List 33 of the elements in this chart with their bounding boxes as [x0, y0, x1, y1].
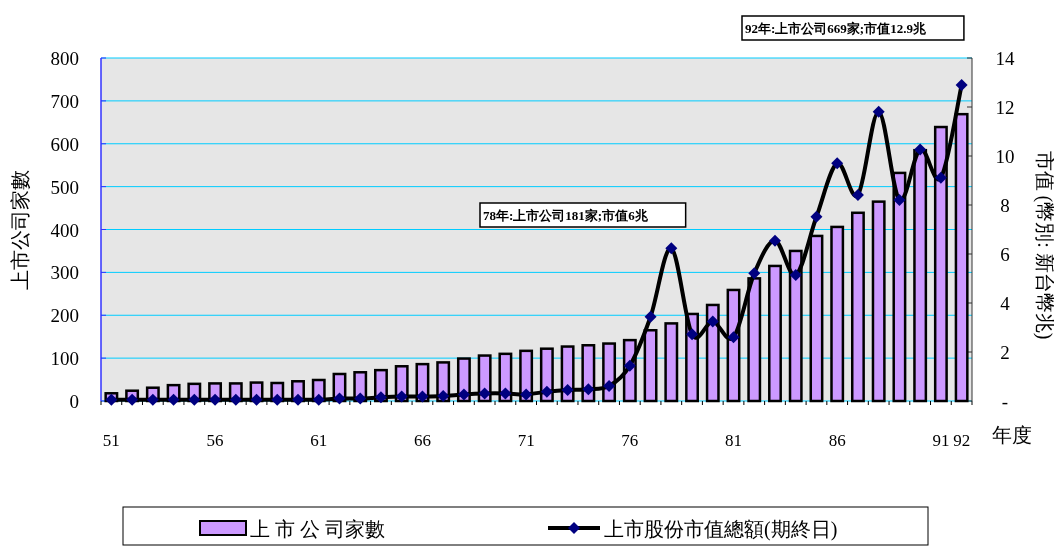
- y2-tick-label: 8: [1000, 195, 1010, 216]
- y-tick-label: 200: [50, 305, 79, 327]
- legend-label: 上市股份市值總額(期終日): [604, 518, 838, 541]
- y2-tick-label: 10: [995, 146, 1015, 167]
- y-tick-label: 600: [50, 133, 79, 155]
- x-tick-label: 81: [725, 431, 743, 450]
- y2-tick-label: -: [1001, 391, 1009, 412]
- y-tick-label: 100: [50, 348, 79, 370]
- y-tick-label: 0: [69, 391, 79, 412]
- y-tick-label: 300: [50, 262, 79, 284]
- y-tick-label: 700: [50, 90, 79, 112]
- x-tick-label: 51: [102, 431, 120, 450]
- y-tick-label: 800: [50, 48, 79, 69]
- text: 92年:上市公司669家;市值12.9兆: [745, 21, 927, 36]
- x-tick-label: 61: [310, 431, 328, 450]
- y2-tick-label: 14: [995, 48, 1015, 69]
- y2-tick-label: 6: [1000, 244, 1010, 265]
- x-tick-label: 56: [206, 431, 224, 450]
- x-tick-label: 76: [621, 431, 639, 450]
- x-axis-title: 年度: [992, 424, 1032, 446]
- x-tick-label: 66: [413, 431, 431, 450]
- x-tick-label: 92: [953, 431, 971, 450]
- y-axis-title: 上市公司家數: [9, 170, 31, 290]
- annotation: 78年:上市公司181家;市值6兆: [483, 208, 649, 223]
- legend-label: 上 市 公 司家數: [250, 518, 385, 540]
- y2-tick-label: 12: [995, 97, 1015, 118]
- y-tick-label: 400: [50, 219, 79, 241]
- y-tick-label: 500: [50, 176, 79, 198]
- x-tick-label: 86: [828, 431, 846, 450]
- y2-tick-label: 2: [1000, 342, 1010, 363]
- x-tick-label: 71: [517, 431, 535, 450]
- x-tick-label: 91: [932, 431, 950, 450]
- y2-tick-label: 4: [1000, 293, 1011, 314]
